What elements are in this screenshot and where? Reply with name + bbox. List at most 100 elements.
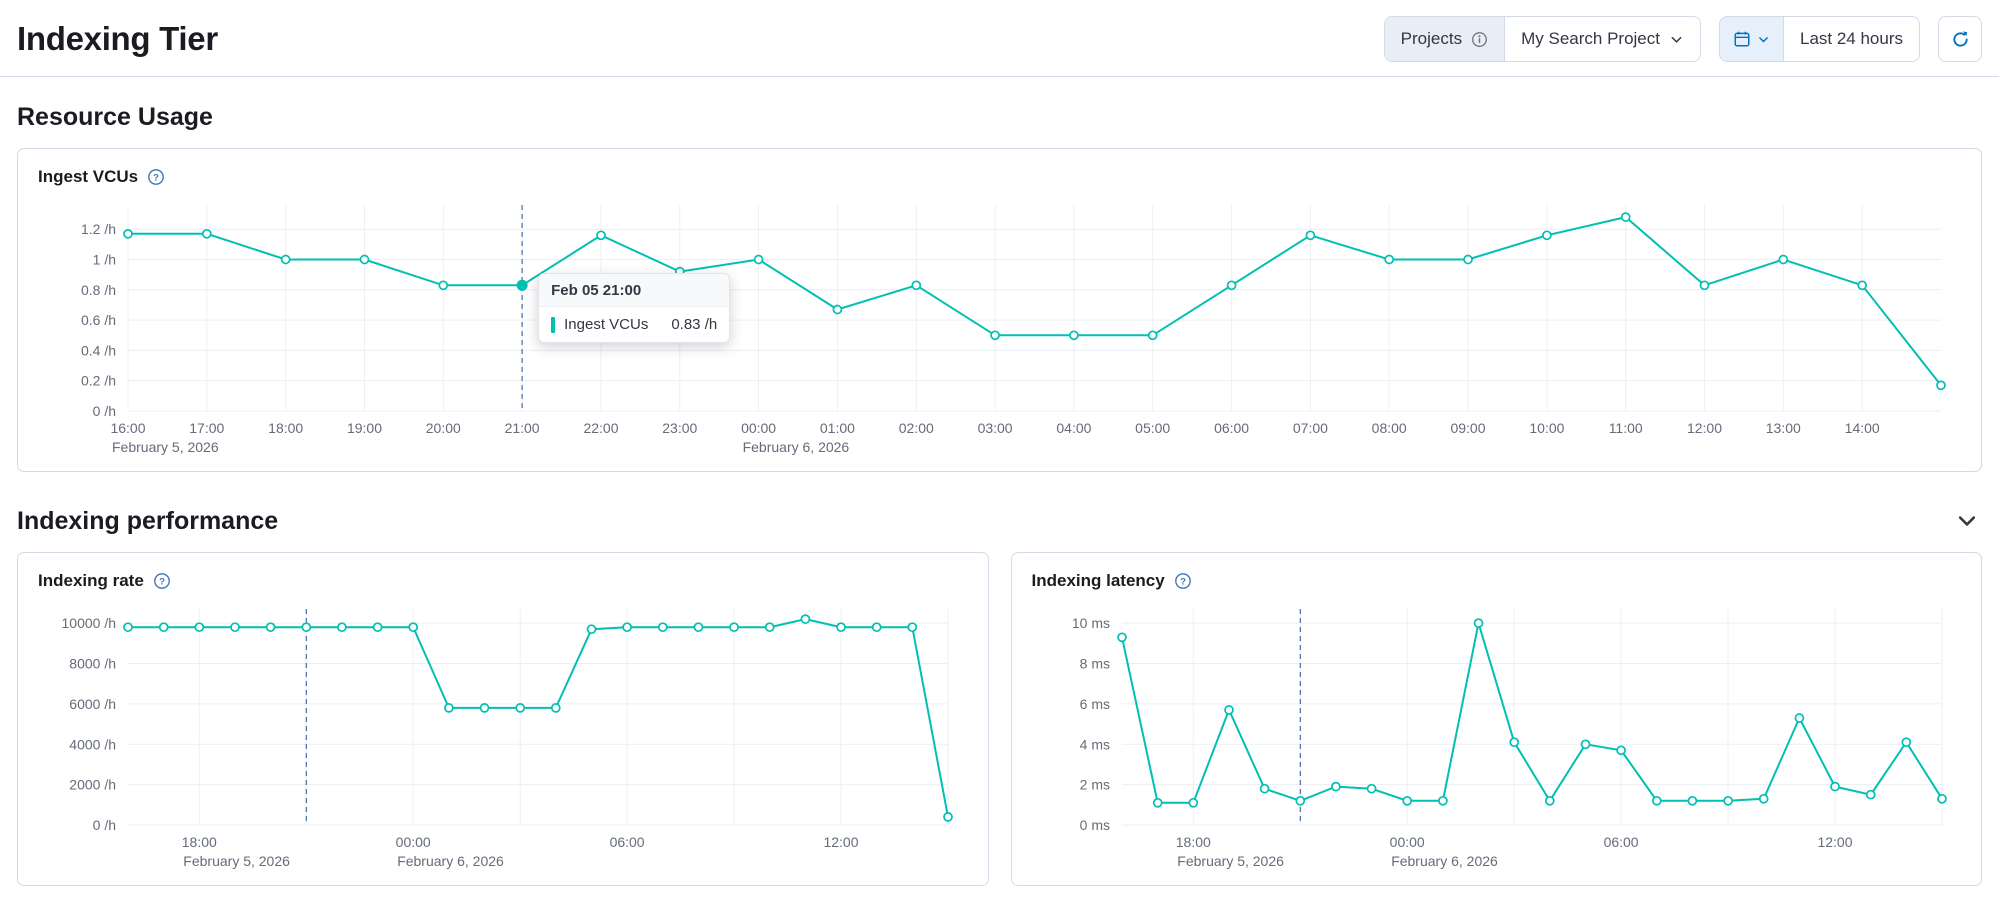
ingest-vcus-card: Ingest VCUs ? 0 /h 0.2 /h 0.4 /h 0.6 /h 0.8 …	[17, 148, 1982, 472]
svg-text:21:00: 21:00	[505, 420, 540, 436]
svg-text:?: ?	[159, 577, 165, 588]
card-head: Indexing rate ?	[38, 571, 968, 591]
tooltip-value: 0.83 /h	[671, 316, 718, 334]
svg-text:20:00: 20:00	[426, 420, 461, 436]
chart-tooltip: Feb 05 21:00 Ingest VCUs 0.83 /h	[538, 273, 731, 344]
page-header: Indexing Tier Projects My Search Project	[17, 0, 1982, 76]
line-chart-svg: 0 /h 0.2 /h 0.4 /h 0.6 /h 0.8 /h 1 /h 1.2 /h 16…	[81, 205, 1946, 455]
svg-text:February 5, 2026: February 5, 2026	[183, 853, 290, 869]
projects-button[interactable]: Projects	[1384, 17, 1505, 61]
tooltip-series-label: Ingest VCUs	[564, 316, 649, 334]
svg-text:0 /h: 0 /h	[93, 403, 116, 419]
section-collapse-button[interactable]	[1952, 506, 1982, 536]
svg-text:06:00: 06:00	[1214, 420, 1249, 436]
svg-text:00:00: 00:00	[396, 834, 431, 850]
svg-text:10:00: 10:00	[1529, 420, 1564, 436]
svg-text:?: ?	[153, 173, 159, 184]
help-icon[interactable]: ?	[147, 168, 165, 186]
svg-text:0 ms: 0 ms	[1079, 817, 1109, 833]
svg-text:19:00: 19:00	[347, 420, 382, 436]
svg-text:00:00: 00:00	[1389, 834, 1424, 850]
performance-cards: Indexing rate ? 0 /h 2000 /h 4000 /h 6000 /…	[17, 552, 1982, 886]
line-chart-svg: 0 ms 2 ms 4 ms 6 ms 8 ms 10 ms 18:00 00:00 06:00…	[1071, 609, 1947, 869]
svg-text:06:00: 06:00	[1603, 834, 1638, 850]
svg-text:February 6, 2026: February 6, 2026	[743, 439, 850, 455]
svg-text:13:00: 13:00	[1766, 420, 1801, 436]
project-selector-label: My Search Project	[1521, 29, 1660, 48]
svg-text:0 /h: 0 /h	[93, 817, 116, 833]
svg-text:02:00: 02:00	[899, 420, 934, 436]
tooltip-time: Feb 05 21:00	[539, 274, 730, 308]
svg-text:23:00: 23:00	[662, 420, 697, 436]
svg-text:12:00: 12:00	[1687, 420, 1722, 436]
indexing-rate-card: Indexing rate ? 0 /h 2000 /h 4000 /h 6000 /…	[17, 552, 989, 886]
date-picker-button[interactable]	[1719, 17, 1783, 61]
indexing-latency-chart[interactable]: 0 ms 2 ms 4 ms 6 ms 8 ms 10 ms 18:00 00:00 06:00…	[1032, 595, 1962, 877]
refresh-icon	[1951, 30, 1970, 49]
svg-text:6000 /h: 6000 /h	[69, 696, 116, 712]
svg-text:8 ms: 8 ms	[1079, 656, 1109, 672]
svg-text:February 5, 2026: February 5, 2026	[112, 439, 219, 455]
help-icon[interactable]: ?	[1174, 572, 1192, 590]
svg-text:10 ms: 10 ms	[1071, 615, 1109, 631]
svg-text:14:00: 14:00	[1845, 420, 1880, 436]
header-controls: Projects My Search Project	[1383, 16, 1982, 62]
projects-label: Projects	[1400, 29, 1463, 48]
svg-text:04:00: 04:00	[1056, 420, 1091, 436]
line-chart-svg: 0 /h 2000 /h 4000 /h 6000 /h 8000 /h 10000 /h…	[62, 609, 953, 869]
svg-text:2 ms: 2 ms	[1079, 777, 1109, 793]
svg-text:12:00: 12:00	[823, 834, 858, 850]
chart-title-indexing-latency: Indexing latency	[1031, 571, 1165, 590]
svg-text:05:00: 05:00	[1135, 420, 1170, 436]
svg-text:17:00: 17:00	[189, 420, 224, 436]
svg-text:1 /h: 1 /h	[93, 252, 116, 268]
time-picker-group: Last 24 hours	[1718, 16, 1920, 62]
help-icon[interactable]: ?	[153, 572, 171, 590]
svg-text:?: ?	[1180, 577, 1186, 588]
ingest-vcus-chart[interactable]: 0 /h 0.2 /h 0.4 /h 0.6 /h 0.8 /h 1 /h 1.2 /h 16…	[38, 191, 1961, 463]
series-color-swatch	[551, 316, 556, 333]
svg-text:0.2 /h: 0.2 /h	[81, 373, 116, 389]
svg-text:22:00: 22:00	[583, 420, 618, 436]
page-title: Indexing Tier	[17, 20, 218, 57]
time-range-button[interactable]: Last 24 hours	[1782, 17, 1919, 61]
info-icon	[1471, 31, 1488, 48]
svg-text:6 ms: 6 ms	[1079, 696, 1109, 712]
svg-text:12:00: 12:00	[1817, 834, 1852, 850]
chart-title-indexing-rate: Indexing rate	[38, 571, 144, 590]
svg-text:08:00: 08:00	[1372, 420, 1407, 436]
svg-text:10000 /h: 10000 /h	[62, 615, 117, 631]
refresh-button[interactable]	[1938, 16, 1982, 62]
indexing-rate-chart[interactable]: 0 /h 2000 /h 4000 /h 6000 /h 8000 /h 10000 /h…	[38, 595, 968, 877]
svg-text:00:00: 00:00	[741, 420, 776, 436]
section-title-resource-usage: Resource Usage	[17, 103, 213, 131]
svg-text:18:00: 18:00	[182, 834, 217, 850]
svg-text:07:00: 07:00	[1293, 420, 1328, 436]
section-head: Indexing performance	[17, 506, 1982, 536]
calendar-icon	[1733, 30, 1751, 48]
indexing-performance-section: Indexing performance Indexing rate ?	[17, 506, 1982, 886]
svg-text:18:00: 18:00	[1175, 834, 1210, 850]
svg-text:09:00: 09:00	[1450, 420, 1485, 436]
svg-text:4 ms: 4 ms	[1079, 736, 1109, 752]
time-range-label: Last 24 hours	[1799, 29, 1903, 48]
svg-text:February 6, 2026: February 6, 2026	[1391, 853, 1498, 869]
svg-text:18:00: 18:00	[268, 420, 303, 436]
svg-text:4000 /h: 4000 /h	[69, 736, 116, 752]
svg-text:February 5, 2026: February 5, 2026	[1177, 853, 1284, 869]
indexing-latency-card: Indexing latency ? 0 ms 2 ms 4 ms 6 ms 8 ms 1…	[1010, 552, 1982, 886]
chevron-down-icon	[1956, 510, 1978, 532]
project-filter-group: Projects My Search Project	[1383, 16, 1701, 62]
svg-text:0.4 /h: 0.4 /h	[81, 342, 116, 358]
svg-text:1.2 /h: 1.2 /h	[81, 221, 116, 237]
svg-text:03:00: 03:00	[978, 420, 1013, 436]
chart-title-ingest-vcus: Ingest VCUs	[38, 167, 139, 186]
svg-text:0.6 /h: 0.6 /h	[81, 312, 116, 328]
section-title-indexing-performance: Indexing performance	[17, 506, 279, 535]
chevron-down-icon	[1669, 32, 1684, 47]
card-head: Ingest VCUs ?	[38, 167, 1961, 187]
svg-text:0.8 /h: 0.8 /h	[81, 282, 116, 298]
project-selector-button[interactable]: My Search Project	[1504, 17, 1700, 61]
card-head: Indexing latency ?	[1032, 571, 1962, 591]
